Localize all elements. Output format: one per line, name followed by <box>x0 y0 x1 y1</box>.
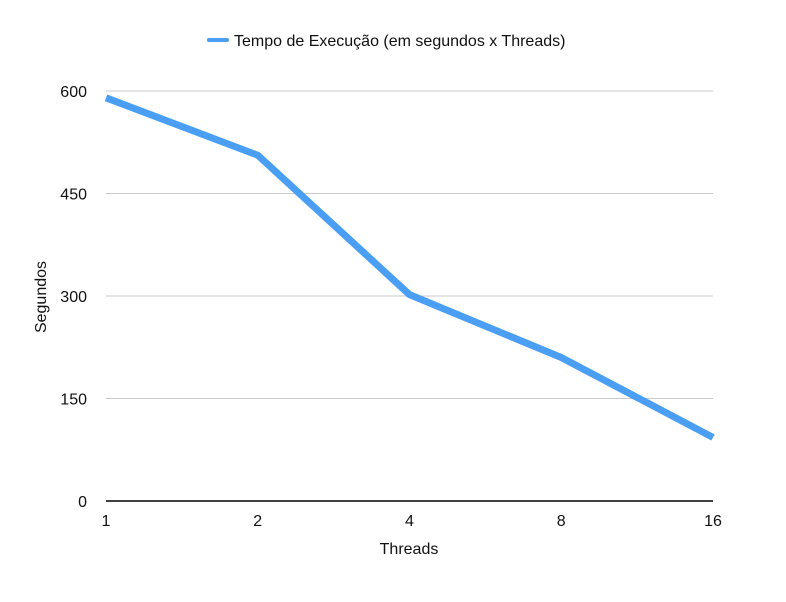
y-tick-labels: 0 150 300 450 600 <box>60 84 87 511</box>
x-tick-label: 16 <box>704 513 722 530</box>
x-tick-label: 1 <box>102 513 111 530</box>
y-tick-label: 450 <box>60 187 87 204</box>
x-axis-title: Threads <box>380 541 439 558</box>
y-tick-label: 600 <box>60 84 87 101</box>
y-axis-title: Segundos <box>33 261 50 333</box>
x-tick-label: 4 <box>405 513 414 530</box>
y-tick-label: 0 <box>78 494 87 511</box>
y-tick-label: 150 <box>60 392 87 409</box>
x-tick-labels: 1 2 4 8 16 <box>102 513 722 530</box>
y-tick-label: 300 <box>60 289 87 306</box>
x-tick-label: 2 <box>253 513 262 530</box>
legend-label: Tempo de Execução (em segundos x Threads… <box>234 33 565 50</box>
series-lines <box>104 94 715 441</box>
legend: Tempo de Execução (em segundos x Threads… <box>207 33 565 50</box>
series-line <box>104 94 715 441</box>
x-tick-label: 8 <box>557 513 566 530</box>
